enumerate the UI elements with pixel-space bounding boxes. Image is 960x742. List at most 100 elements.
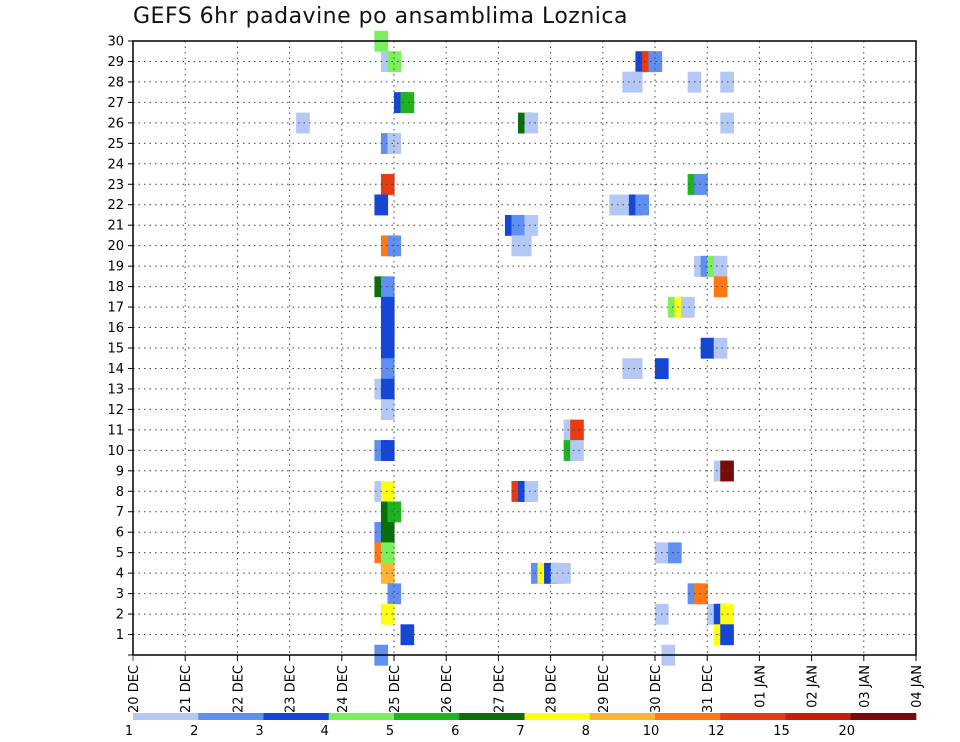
precip-cell: [713, 276, 728, 298]
legend-label: 20: [838, 724, 855, 739]
precip-cell: [387, 133, 402, 154]
x-tick-label: 22 DEC: [231, 665, 246, 713]
x-tick-label: 26 DEC: [440, 665, 455, 713]
y-tick-label: 9: [116, 464, 124, 479]
legend-label: 2: [190, 724, 198, 739]
y-tick-label: 5: [116, 546, 124, 561]
precip-cell: [524, 214, 539, 236]
precip-cell: [380, 542, 395, 564]
precip-cell: [387, 501, 402, 523]
y-tick-label: 23: [107, 178, 124, 193]
precip-cell: [713, 337, 728, 359]
precip-cell: [380, 440, 395, 461]
chart-title: GEFS 6hr padavine po ansamblima Loznica: [133, 4, 628, 29]
y-tick-label: 17: [107, 301, 124, 316]
y-tick-label: 3: [116, 587, 124, 602]
precip-cell: [700, 337, 715, 359]
precip-cell: [380, 174, 395, 195]
y-tick-label: 20: [107, 239, 124, 254]
legend-swatch: [785, 713, 852, 720]
x-tick-label: 03 JAN: [858, 665, 873, 708]
precip-cell: [400, 624, 415, 646]
precip-cell: [380, 562, 395, 584]
precip-cell: [400, 92, 415, 114]
precip-cell: [380, 358, 395, 380]
precip-cell: [570, 440, 584, 461]
precip-cell: [296, 112, 310, 134]
legend-label: 10: [643, 724, 660, 739]
y-tick-label: 7: [116, 505, 124, 520]
precip-cell: [380, 481, 395, 502]
grid-lines: [133, 41, 916, 655]
precip-cell: [524, 481, 539, 502]
legend-swatch: [328, 713, 395, 720]
y-tick-label: 1: [116, 628, 124, 643]
legend-label: 15: [773, 724, 790, 739]
y-tick-label: 11: [107, 423, 124, 438]
x-tick-label: 24 DEC: [336, 665, 351, 713]
y-tick-label: 26: [107, 116, 124, 131]
legend-label: 8: [582, 724, 590, 739]
legend-swatch: [850, 713, 917, 720]
legend-swatch: [524, 713, 591, 720]
precip-cell: [681, 296, 695, 318]
x-tick-label: 31 DEC: [701, 665, 716, 713]
legend-swatch: [459, 713, 525, 720]
y-tick-label: 2: [116, 608, 124, 623]
x-tick-label: 27 DEC: [492, 665, 507, 713]
precip-cell: [609, 194, 623, 216]
precip-cell: [380, 296, 395, 318]
legend-label: 6: [451, 724, 459, 739]
y-tick-label: 12: [107, 403, 124, 418]
precip-cell: [380, 276, 395, 298]
legend-swatch: [263, 713, 330, 720]
legend-swatch: [198, 713, 264, 720]
y-tick-label: 19: [107, 260, 124, 275]
x-tick-label: 30 DEC: [649, 665, 664, 713]
precip-cell: [628, 71, 643, 93]
legend-label: 1: [125, 724, 133, 739]
precip-cell: [380, 399, 395, 421]
y-tick-label: 14: [107, 362, 124, 377]
precip-cell: [380, 317, 395, 339]
precip-cell: [524, 112, 539, 134]
legend-label: 3: [255, 724, 263, 739]
precip-cell: [380, 378, 395, 400]
precip-cell: [713, 255, 728, 277]
x-tick-label: 23 DEC: [284, 665, 299, 713]
precip-cell: [387, 583, 402, 605]
precip-cell: [648, 51, 663, 73]
legend-swatch: [655, 713, 721, 720]
x-tick-label: 25 DEC: [388, 665, 403, 713]
y-tick-label: 18: [107, 280, 124, 295]
legend-label: 4: [321, 724, 329, 739]
y-tick-label: 15: [107, 342, 124, 357]
precip-cell: [380, 521, 395, 543]
y-tick-label: 27: [107, 96, 124, 111]
y-tick-label: 22: [107, 198, 124, 213]
x-tick-label: 28 DEC: [545, 665, 560, 713]
precip-cell: [635, 194, 650, 216]
legend-swatch: [720, 713, 786, 720]
data-cells: [296, 30, 734, 666]
y-tick-label: 24: [107, 157, 124, 172]
legend-label: 5: [386, 724, 394, 739]
x-tick-label: 20 DEC: [127, 665, 142, 713]
x-tick-label: 29 DEC: [597, 665, 612, 713]
y-tick-label: 16: [107, 321, 124, 336]
y-tick-label: 29: [107, 55, 124, 70]
y-tick-label: 13: [107, 382, 124, 397]
precip-cell: [570, 419, 584, 441]
y-tick-label: 21: [107, 219, 124, 234]
y-tick-label: 8: [116, 485, 124, 500]
x-tick-label: 21 DEC: [179, 665, 194, 713]
x-tick-label: 02 JAN: [806, 665, 821, 708]
y-axis: 1234567891011121314151617181920212223242…: [107, 35, 133, 656]
precip-cell: [380, 603, 395, 625]
legend-label: 7: [516, 724, 524, 739]
legend-label: 12: [708, 724, 725, 739]
y-tick-label: 28: [107, 75, 124, 90]
y-tick-label: 30: [107, 35, 124, 50]
x-axis: 20 DEC 21 DEC 22 DEC 23 DEC 24 DEC 25 DEC 26 D…: [127, 655, 925, 713]
